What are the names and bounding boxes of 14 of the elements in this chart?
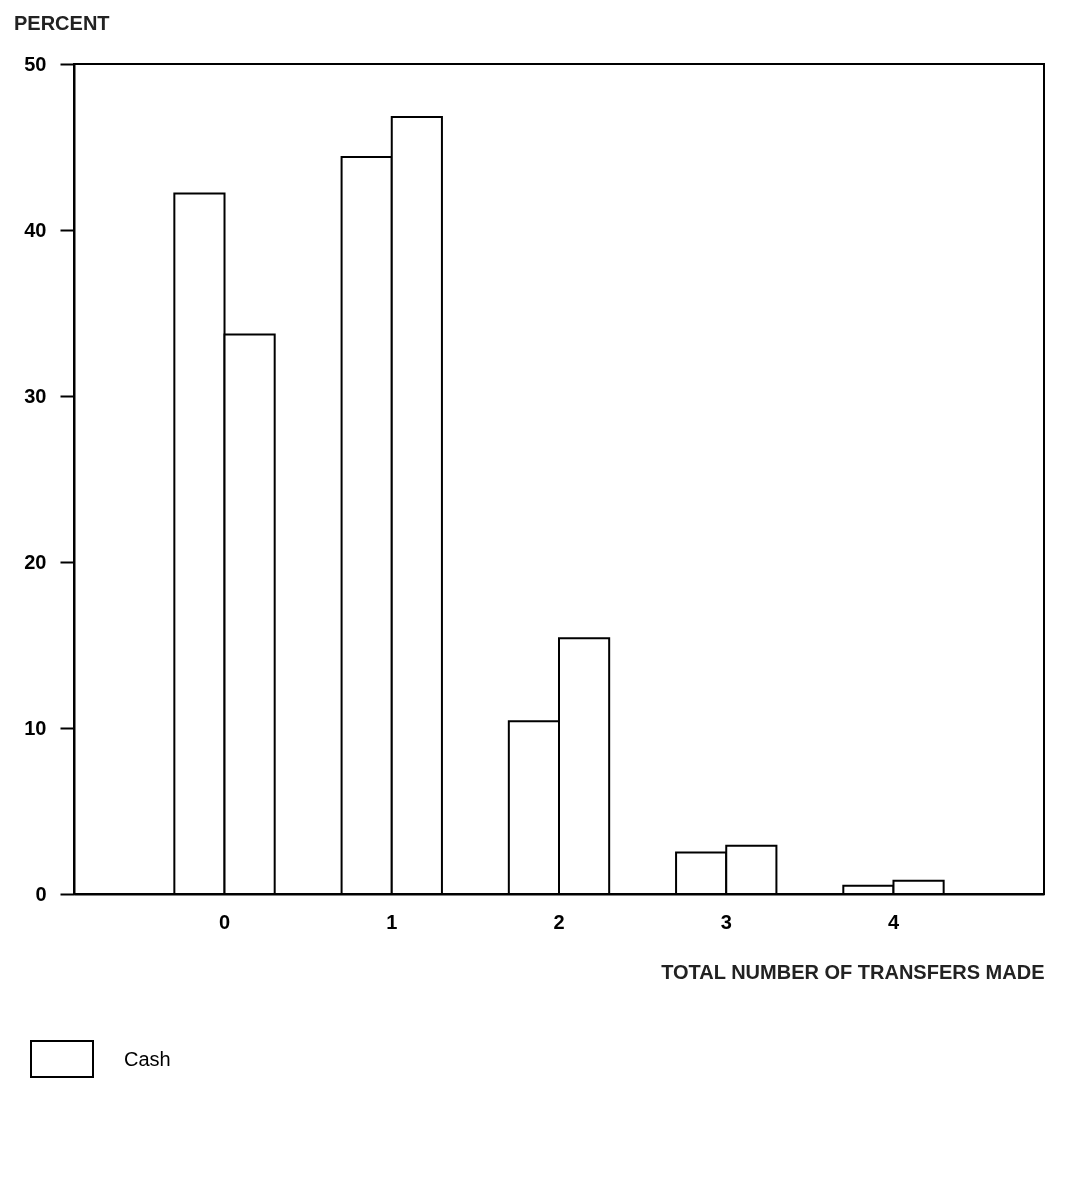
y-axis-title: PERCENT xyxy=(14,12,110,34)
y-tick-label: 40 xyxy=(24,218,47,241)
x-tick-label: 4 xyxy=(887,910,900,933)
x-tick-label: 1 xyxy=(386,910,398,933)
legend-label: Cash xyxy=(124,1047,171,1071)
x-tick-label: 2 xyxy=(553,910,565,933)
y-tick-label: 30 xyxy=(24,384,47,407)
x-axis-title: TOTAL NUMBER OF TRANSFERS MADE xyxy=(661,960,1045,983)
y-tick-label: 0 xyxy=(35,882,47,905)
y-tick-label: 10 xyxy=(24,716,47,739)
y-tick-label: 50 xyxy=(24,52,47,75)
x-tick-label: 3 xyxy=(720,910,732,933)
y-tick-label: 20 xyxy=(24,550,47,573)
x-tick-label: 0 xyxy=(218,910,231,933)
